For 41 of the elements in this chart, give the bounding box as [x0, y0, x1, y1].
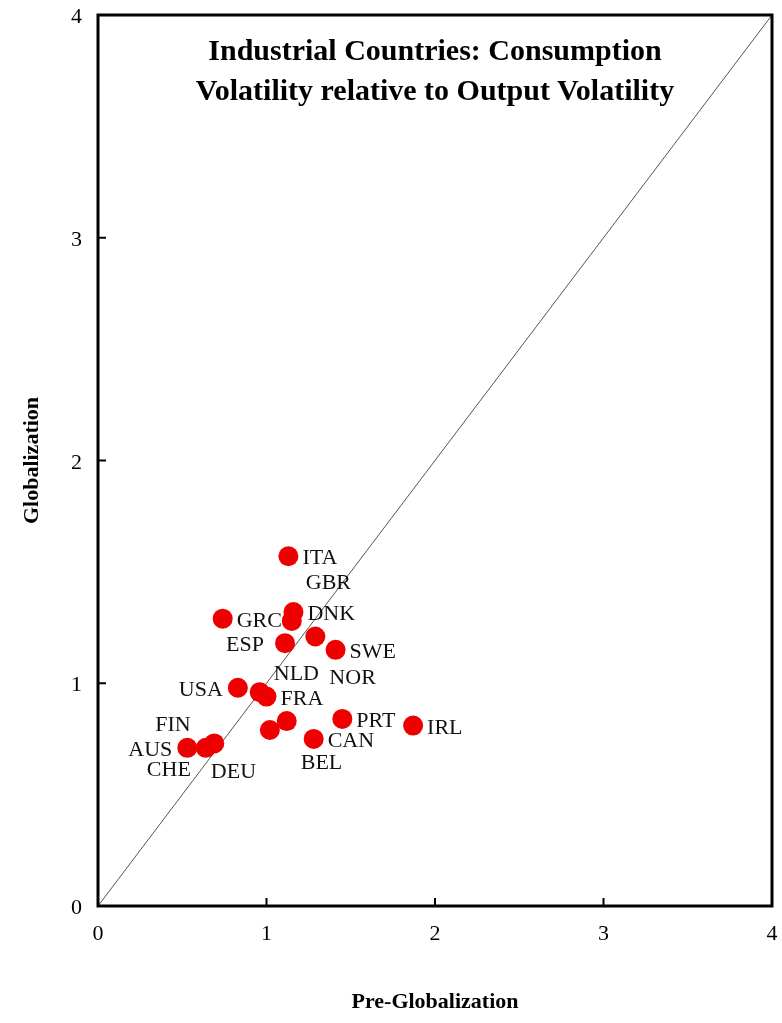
point: [276, 711, 297, 732]
annotation: GBR: [305, 568, 352, 594]
point: [278, 546, 299, 567]
x-tick-label: 1: [261, 920, 272, 945]
y-tick-label: 4: [71, 3, 82, 28]
x-tick-label: 3: [598, 920, 609, 945]
annotation: NLD: [273, 660, 319, 686]
point: [177, 737, 198, 758]
x-axis-title: Pre-Globalization: [351, 988, 519, 1013]
point: [332, 708, 353, 729]
point: [256, 686, 277, 707]
annotation: ESP: [226, 631, 264, 657]
point: [325, 639, 346, 660]
point: [259, 720, 280, 741]
text: Industrial Countries: Consumption Volatility relative to Output Volatility: [195, 33, 675, 106]
point: [303, 728, 324, 749]
annotation: DEU: [210, 758, 257, 784]
x-tick-label: 4: [766, 920, 778, 945]
y-tick-label: 3: [71, 225, 82, 251]
y-tick-label: 2: [71, 448, 82, 474]
annotation: FRA: [280, 684, 324, 710]
annotation: GRC: [236, 606, 282, 632]
y-axis-title: Globalization: [18, 396, 43, 525]
point: [305, 626, 326, 647]
point: [212, 608, 233, 629]
y-tick-label: 1: [71, 671, 82, 697]
annotation: SWE: [349, 637, 397, 663]
annotation: ITA: [302, 544, 338, 570]
point: [227, 677, 248, 698]
point: [403, 715, 424, 736]
annotation: BEL: [300, 749, 343, 775]
annotation: IRL: [427, 713, 463, 739]
annotation: FIN: [155, 711, 191, 737]
annotation: USA: [178, 675, 223, 701]
y-tick-label: 0: [71, 894, 82, 919]
point: [204, 733, 225, 754]
x-tick-label: 0: [92, 920, 104, 945]
x-tick-label: 2: [429, 920, 441, 945]
annotation: DNK: [307, 599, 356, 625]
annotation: NOR: [329, 664, 377, 690]
point: [275, 633, 296, 654]
